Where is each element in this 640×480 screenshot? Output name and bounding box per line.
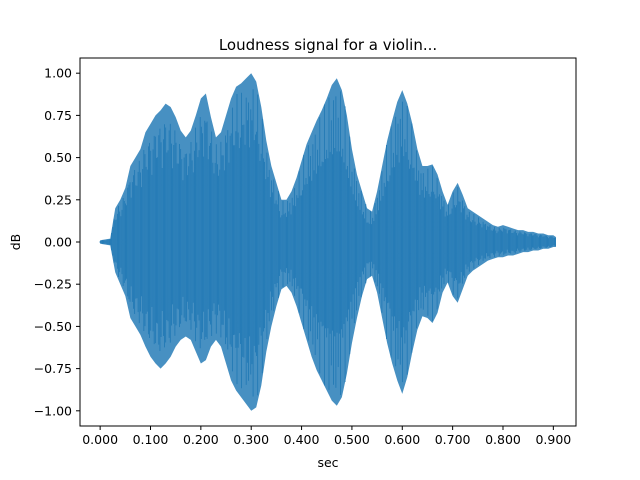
y-tick-label: 0.75 xyxy=(44,108,72,123)
axes: 0.000 0.100 0.200 0.300 0.400 0.500 0.600 0.700… xyxy=(34,57,577,447)
x-tick-label: 0.100 xyxy=(133,432,169,447)
x-tick-label: 0.200 xyxy=(183,432,219,447)
x-tick-label: 0.600 xyxy=(384,432,420,447)
y-tick-label: 0.00 xyxy=(44,235,72,250)
x-axis-label: sec xyxy=(317,455,338,470)
y-tick-label: −0.75 xyxy=(34,361,72,376)
x-tick-label: 0.000 xyxy=(82,432,118,447)
x-tick-label: 0.300 xyxy=(233,432,269,447)
x-tick-label: 0.900 xyxy=(535,432,571,447)
plot-area xyxy=(99,73,556,411)
y-tick-label: 1.00 xyxy=(44,66,72,81)
x-tick-label: 0.500 xyxy=(334,432,370,447)
y-tick-label: −0.25 xyxy=(34,277,72,292)
signal-line xyxy=(99,89,556,397)
x-tick-label: 0.400 xyxy=(284,432,320,447)
y-tick-label: 0.25 xyxy=(44,192,72,207)
x-tick-label: 0.700 xyxy=(435,432,471,447)
y-axis-label: dB xyxy=(8,234,23,251)
x-tick-label: 0.800 xyxy=(485,432,521,447)
y-tick-label: −1.00 xyxy=(34,403,72,418)
y-tick-label: −0.50 xyxy=(34,319,72,334)
chart-title: Loudness signal for a violin... xyxy=(219,36,437,54)
y-tick-label: 0.50 xyxy=(44,150,72,165)
